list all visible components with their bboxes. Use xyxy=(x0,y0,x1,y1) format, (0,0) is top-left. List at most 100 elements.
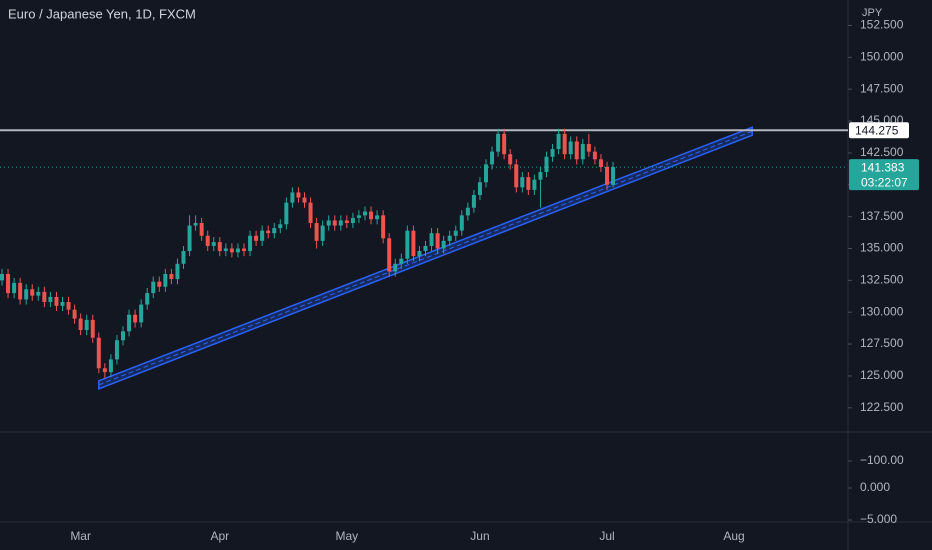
candle-body xyxy=(459,215,464,231)
chart-title: Euro / Japanese Yen, 1D, FXCM xyxy=(8,6,196,21)
x-tick-label: Apr xyxy=(210,529,229,543)
candle-body xyxy=(435,233,440,249)
candle-body xyxy=(157,281,162,287)
candle-body xyxy=(465,207,470,216)
candle-body xyxy=(544,156,549,173)
y-tick-label: 132.500 xyxy=(860,273,904,287)
candle-body xyxy=(272,228,277,234)
candle-body xyxy=(139,304,144,323)
candle-body xyxy=(429,233,434,246)
candle-body xyxy=(326,220,331,226)
trend-midline xyxy=(98,130,753,386)
candle-body xyxy=(502,133,507,155)
candle-body xyxy=(0,273,4,281)
y-tick-label: 135.000 xyxy=(860,241,904,255)
candle-body xyxy=(574,141,579,160)
candle-body xyxy=(477,182,482,195)
candle-body xyxy=(399,258,404,264)
x-tick-label: Jun xyxy=(470,529,489,543)
candle-body xyxy=(133,314,138,323)
candle-body xyxy=(453,230,458,236)
candle-body xyxy=(405,230,410,259)
candle-body xyxy=(30,289,35,296)
lower-tick-label: −100.00 xyxy=(860,453,904,467)
candle-body xyxy=(562,133,567,155)
x-tick-label: Mar xyxy=(70,529,91,543)
candle-body xyxy=(611,166,616,185)
candle-body xyxy=(205,235,210,246)
candle-body xyxy=(441,240,446,249)
candle-body xyxy=(308,202,313,224)
candle-body xyxy=(278,224,283,229)
candle-body xyxy=(151,281,156,294)
candle-body xyxy=(54,296,59,306)
candle-body xyxy=(42,291,47,303)
x-tick-label: Jul xyxy=(599,529,614,543)
candle-body xyxy=(254,235,259,241)
candle-body xyxy=(592,151,597,160)
resistance-label: 144.275 xyxy=(855,123,899,137)
resistance-label-bg xyxy=(849,122,909,139)
candle-body xyxy=(84,319,89,331)
candle-body xyxy=(187,225,192,252)
candle-body xyxy=(199,223,204,236)
candle-body xyxy=(381,215,386,239)
y-tick-label: 125.000 xyxy=(860,368,904,382)
candle-body xyxy=(520,177,525,188)
candle-body xyxy=(447,235,452,241)
candle-body xyxy=(302,197,307,203)
candle-body xyxy=(369,211,374,220)
candle-body xyxy=(163,273,168,287)
candle-body xyxy=(314,223,319,241)
candle-body xyxy=(96,337,101,369)
candle-body xyxy=(411,230,416,257)
candle-body xyxy=(393,263,398,272)
candle-body xyxy=(290,192,295,203)
y-tick-label: 147.500 xyxy=(860,81,904,95)
candle-body xyxy=(423,245,428,252)
candle-body xyxy=(484,164,488,183)
candle-body xyxy=(66,302,71,310)
candle-body xyxy=(217,242,222,252)
candle-body xyxy=(471,194,476,208)
candle-body xyxy=(229,248,234,253)
currency: JPY xyxy=(862,7,883,19)
trend-channel xyxy=(98,126,753,390)
candle-body xyxy=(235,248,240,253)
candle-body xyxy=(363,211,367,216)
candle-body xyxy=(48,296,53,303)
candle-body xyxy=(332,220,337,226)
y-tick-label: 152.500 xyxy=(860,18,904,32)
lower-tick-label: 0.000 xyxy=(860,480,890,494)
candle-body xyxy=(496,133,501,152)
candle-body xyxy=(296,192,301,198)
candle-body xyxy=(223,248,228,252)
candle-body xyxy=(320,225,325,241)
candle-body xyxy=(6,273,11,294)
candle-body xyxy=(417,251,422,257)
candle-body xyxy=(169,273,174,280)
candle-body xyxy=(127,314,132,332)
candle-body xyxy=(175,263,180,280)
y-tick-label: 122.500 xyxy=(860,400,904,414)
candle-body xyxy=(60,302,65,306)
candle-body xyxy=(266,230,271,234)
x-tick-label: May xyxy=(336,529,359,543)
candle-body xyxy=(356,215,361,218)
candle-body xyxy=(556,133,561,150)
candle-body xyxy=(508,154,513,165)
candle-body xyxy=(193,223,198,226)
candle-body xyxy=(36,291,41,296)
candle-body xyxy=(568,141,573,155)
candle-body xyxy=(102,368,107,373)
candle-body xyxy=(338,220,343,226)
candle-body xyxy=(145,293,150,305)
candle-body xyxy=(284,202,289,225)
y-tick-label: 130.000 xyxy=(860,304,904,318)
candle-body xyxy=(260,230,265,241)
x-tick-label: Aug xyxy=(723,529,744,543)
y-tick-label: 137.500 xyxy=(860,209,904,223)
y-tick-label: 150.000 xyxy=(860,50,904,64)
